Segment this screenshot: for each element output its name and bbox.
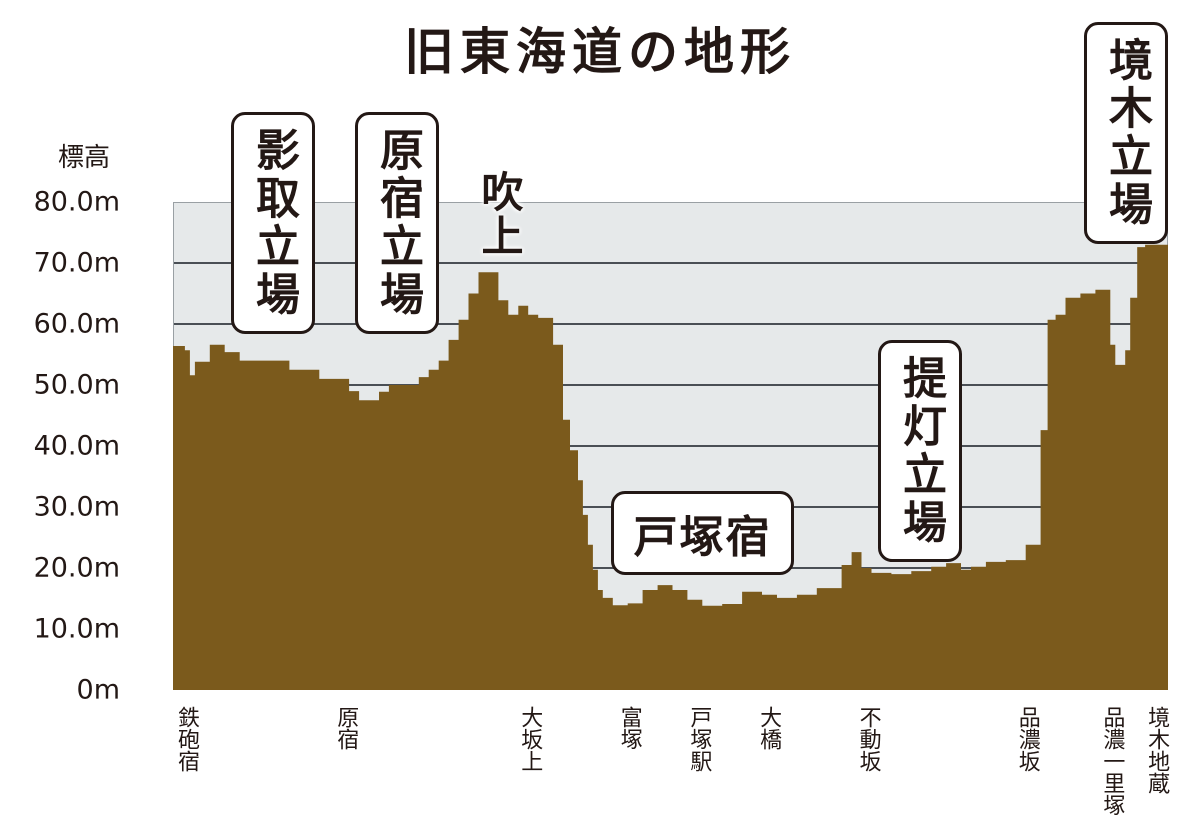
annotation-fukiage: 吹上 bbox=[475, 170, 524, 258]
x-tick-label: 品濃坂 bbox=[1014, 706, 1040, 772]
y-tick-label: 20.0m bbox=[33, 552, 120, 584]
x-tick-label: 鉄砲宿 bbox=[174, 706, 199, 772]
elevation-area bbox=[173, 244, 1168, 690]
x-tick-label: 大橋 bbox=[756, 706, 782, 750]
annotation-label: 提灯立場 bbox=[895, 355, 946, 547]
annotation-chochin-tateba: 提灯立場 bbox=[878, 340, 962, 562]
y-tick-label: 50.0m bbox=[33, 369, 120, 401]
annotation-label: 原宿立場 bbox=[372, 127, 423, 319]
x-tick-label: 境木地蔵 bbox=[1144, 706, 1170, 794]
annotation-harajuku-tateba: 原宿立場 bbox=[355, 112, 439, 334]
y-tick-label: 80.0m bbox=[33, 186, 120, 218]
y-tick-label: 70.0m bbox=[33, 247, 120, 279]
plot-area bbox=[173, 202, 1168, 690]
elevation-profile bbox=[173, 202, 1168, 690]
y-tick-label: 40.0m bbox=[33, 430, 120, 462]
annotation-totsuka-juku: 戸塚宿 bbox=[611, 491, 794, 575]
chart-title: 旧東海道の地形 bbox=[404, 23, 796, 81]
annotation-sakaigi-tateba: 境木立場 bbox=[1084, 22, 1168, 244]
x-tick-label: 大坂上 bbox=[517, 706, 543, 772]
x-tick-label: 富塚 bbox=[616, 706, 642, 750]
annotation-label: 戸塚宿 bbox=[633, 512, 772, 563]
annotation-kagetori-tateba: 影取立場 bbox=[231, 112, 315, 334]
x-tick-label: 品濃一里塚 bbox=[1099, 706, 1125, 816]
annotation-label: 影取立場 bbox=[248, 127, 299, 319]
y-tick-label: 10.0m bbox=[33, 613, 120, 645]
y-tick-label: 60.0m bbox=[33, 308, 120, 340]
y-axis-label: 標高 bbox=[58, 143, 111, 173]
x-tick-label: 戸塚駅 bbox=[686, 706, 712, 772]
x-tick-label: 原宿 bbox=[333, 706, 359, 750]
x-tick-label: 不動坂 bbox=[855, 706, 881, 772]
y-tick-label: 0m bbox=[76, 674, 120, 706]
y-tick-label: 30.0m bbox=[33, 491, 120, 523]
annotation-label: 境木立場 bbox=[1101, 37, 1152, 229]
